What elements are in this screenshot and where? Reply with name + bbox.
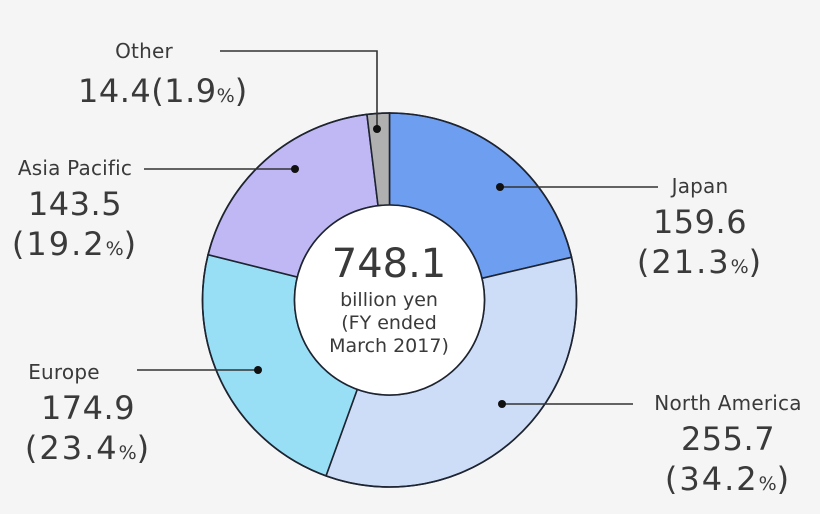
leader-dots [254,125,506,408]
dot-japan [496,183,504,191]
label-japan-pct: 21.3 [651,243,731,281]
label-asia-pacific-name: Asia Pacific [17,156,133,180]
dot-other [373,125,381,133]
label-europe: Europe 174.9 (23.4%) [18,362,158,464]
label-north-america: North America 255.7 (34.2%) [640,393,816,495]
label-north-america-pct-row: (34.2%) [664,460,792,498]
label-other-name: Other [115,39,173,63]
total-value: 748.1 [331,240,447,287]
label-japan-value: 159.6 [652,203,748,241]
label-europe-pct: 23.4 [39,429,119,467]
dot-europe [254,366,262,374]
label-asia-pacific-pct: 19.2 [26,225,106,263]
label-asia-pacific-value: 143.5 [27,185,123,223]
leader-line-other [220,50,378,129]
label-europe-name: Europe [28,360,100,384]
leader-lines [137,50,658,405]
dot-north-america [498,400,506,408]
label-other-value-row: 14.4(1.9%) [78,72,248,110]
period-line-1: (FY ended [341,311,437,334]
outer-ring [201,112,578,488]
label-north-america-value: 255.7 [680,420,776,458]
label-other: Other [84,41,204,61]
period-line-2: March 2017) [329,334,449,357]
label-other-pct: 1.9 [164,72,217,110]
label-japan-pct-row: (21.3%) [636,243,764,281]
dot-asia-pacific [291,165,299,173]
center-hole [293,204,486,396]
label-europe-value: 174.9 [40,389,136,427]
label-other-value: 14.4 [78,72,152,110]
center-label: 748.1 billion yen (FY ended March 2017) [329,243,449,357]
label-japan-name: Japan [671,174,729,198]
label-asia-pacific: Asia Pacific 143.5 (19.2%) [8,158,142,260]
label-north-america-pct: 34.2 [679,460,759,498]
label-europe-pct-row: (23.4%) [24,429,152,467]
label-asia-pacific-pct-row: (19.2%) [11,225,139,263]
label-japan: Japan 159.6 (21.3%) [630,176,770,278]
unit-label: billion yen [340,288,438,311]
label-north-america-name: North America [654,391,802,415]
